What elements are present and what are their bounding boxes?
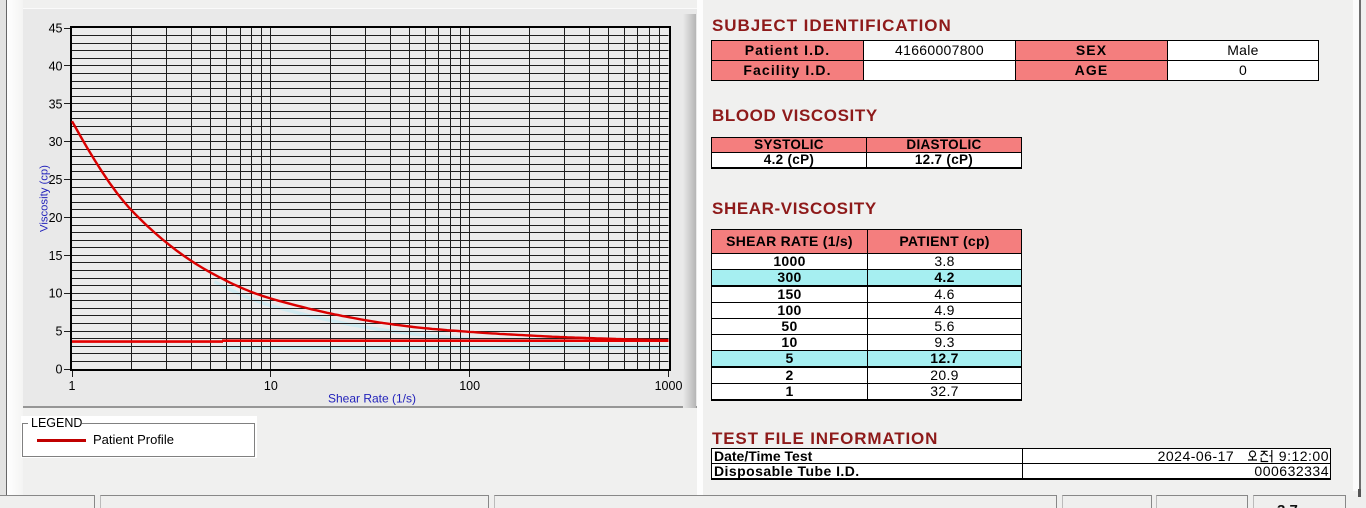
svg-text:Viscosity (cp): Viscosity (cp) xyxy=(39,165,51,232)
svg-text:5: 5 xyxy=(56,325,63,339)
svg-text:100: 100 xyxy=(459,379,480,393)
svg-text:10: 10 xyxy=(49,287,63,301)
svg-text:30: 30 xyxy=(49,135,63,149)
svg-text:1: 1 xyxy=(69,379,76,393)
svg-text:45: 45 xyxy=(49,22,63,36)
svg-text:15: 15 xyxy=(49,249,63,263)
svg-text:20: 20 xyxy=(49,211,63,225)
svg-text:0: 0 xyxy=(56,363,63,377)
svg-text:1000: 1000 xyxy=(655,379,683,393)
svg-text:40: 40 xyxy=(49,59,63,73)
svg-text:25: 25 xyxy=(49,173,63,187)
svg-text:35: 35 xyxy=(49,97,63,111)
svg-text:10: 10 xyxy=(264,379,278,393)
svg-text:Shear Rate (1/s): Shear Rate (1/s) xyxy=(328,392,416,406)
